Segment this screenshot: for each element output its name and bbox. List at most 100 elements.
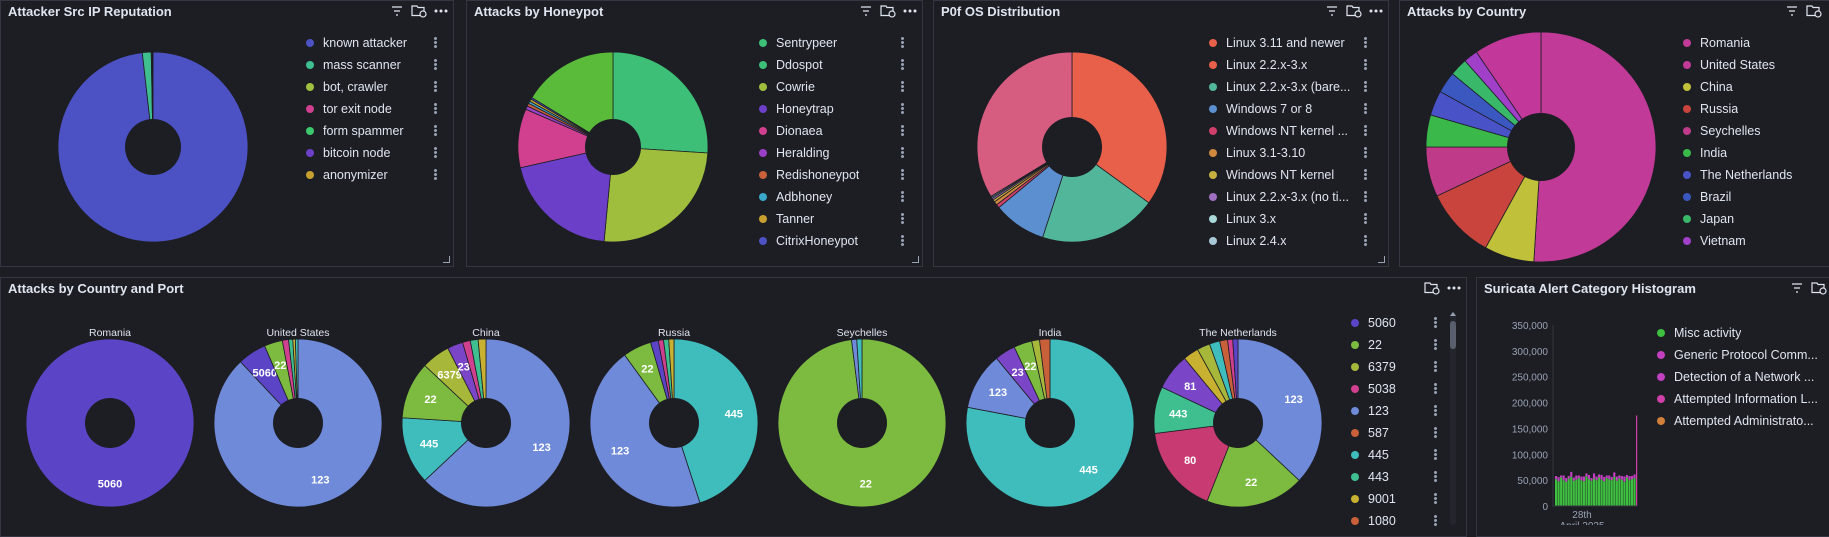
legend-item[interactable]: Attempted Information L... <box>1657 388 1827 410</box>
legend-item-options-icon[interactable] <box>1364 59 1368 71</box>
legend-item-options-icon[interactable] <box>901 81 905 93</box>
legend-item[interactable]: tor exit node <box>306 98 442 120</box>
legend-scroll-thumb[interactable] <box>1450 321 1456 349</box>
legend-item[interactable]: Windows 7 or 8 <box>1209 98 1372 120</box>
legend-item[interactable]: Linux 3.x <box>1209 208 1372 230</box>
legend-item-options-icon[interactable] <box>434 147 438 159</box>
legend-item[interactable]: Tanner <box>759 208 909 230</box>
legend-item-options-icon[interactable] <box>1364 125 1368 137</box>
legend-item-options-icon[interactable] <box>901 147 905 159</box>
legend-item[interactable]: Dionaea <box>759 120 909 142</box>
legend-item-options-icon[interactable] <box>1434 515 1438 527</box>
legend-item-options-icon[interactable] <box>1364 147 1368 159</box>
legend-item-options-icon[interactable] <box>1364 103 1368 115</box>
legend-item[interactable]: Sentrypeer <box>759 32 909 54</box>
legend-item[interactable]: Attempted Administrato... <box>1657 410 1827 432</box>
legend-item[interactable]: Ddospot <box>759 54 909 76</box>
legend-item-options-icon[interactable] <box>434 169 438 181</box>
legend-label: Japan <box>1700 208 1734 230</box>
legend-item[interactable]: 5038 <box>1351 378 1442 400</box>
legend-item[interactable]: form spammer <box>306 120 442 142</box>
legend-item[interactable]: Romania <box>1683 32 1823 54</box>
legend-item-options-icon[interactable] <box>1434 405 1438 417</box>
legend-item[interactable]: China <box>1683 76 1823 98</box>
legend-item-options-icon[interactable] <box>434 103 438 115</box>
legend-item[interactable]: Cowrie <box>759 76 909 98</box>
legend-item[interactable]: Japan <box>1683 208 1823 230</box>
legend-item[interactable]: United States <box>1683 54 1823 76</box>
legend-item[interactable]: Linux 3.1-3.10 <box>1209 142 1372 164</box>
legend-label: anonymizer <box>323 164 388 186</box>
inspect-icon[interactable] <box>1424 280 1440 296</box>
legend-item-options-icon[interactable] <box>434 37 438 49</box>
legend-item-options-icon[interactable] <box>1434 449 1438 461</box>
legend-item[interactable]: 5060 <box>1351 312 1442 334</box>
legend-item[interactable]: Honeytrap <box>759 98 909 120</box>
resize-handle[interactable] <box>912 256 919 263</box>
resize-handle[interactable] <box>1378 256 1385 263</box>
legend-item-options-icon[interactable] <box>901 103 905 115</box>
legend-item[interactable]: 9001 <box>1351 488 1442 510</box>
filter-icon[interactable] <box>1789 280 1805 296</box>
legend-item[interactable]: CitrixHoneypot <box>759 230 909 252</box>
legend-item[interactable]: Linux 2.2.x-3.x (bare... <box>1209 76 1372 98</box>
legend-item[interactable]: Russia <box>1683 98 1823 120</box>
legend-item-options-icon[interactable] <box>901 59 905 71</box>
legend-item-options-icon[interactable] <box>1364 81 1368 93</box>
legend-item[interactable]: 445 <box>1351 444 1442 466</box>
legend-item[interactable]: bot, crawler <box>306 76 442 98</box>
legend-item[interactable]: Detection of a Network ... <box>1657 366 1827 388</box>
legend-item-options-icon[interactable] <box>1364 235 1368 247</box>
scroll-up-icon[interactable] <box>1450 312 1456 316</box>
legend-item[interactable]: mass scanner <box>306 54 442 76</box>
legend-item[interactable]: Linux 2.2.x-3.x (no ti... <box>1209 186 1372 208</box>
legend-item[interactable]: Heralding <box>759 142 909 164</box>
legend-item-options-icon[interactable] <box>1364 169 1368 181</box>
legend-item-options-icon[interactable] <box>901 213 905 225</box>
legend-item[interactable]: Generic Protocol Comm... <box>1657 344 1827 366</box>
legend-item[interactable]: anonymizer <box>306 164 442 186</box>
legend-item[interactable]: 443 <box>1351 466 1442 488</box>
legend-item[interactable]: 6379 <box>1351 356 1442 378</box>
legend-item[interactable]: Windows NT kernel ... <box>1209 120 1372 142</box>
legend-item[interactable]: 1080 <box>1351 510 1442 532</box>
legend-item-options-icon[interactable] <box>434 59 438 71</box>
legend-item-options-icon[interactable] <box>434 125 438 137</box>
legend-item[interactable]: Linux 2.2.x-3.x <box>1209 54 1372 76</box>
legend-item[interactable]: 123 <box>1351 400 1442 422</box>
legend-item-options-icon[interactable] <box>1434 427 1438 439</box>
legend-item-options-icon[interactable] <box>901 125 905 137</box>
legend-item[interactable]: Redishoneypot <box>759 164 909 186</box>
legend-item-options-icon[interactable] <box>901 191 905 203</box>
legend-item[interactable]: Brazil <box>1683 186 1823 208</box>
legend-item[interactable]: bitcoin node <box>306 142 442 164</box>
legend-item[interactable]: Linux 3.11 and newer <box>1209 32 1372 54</box>
legend-item-options-icon[interactable] <box>1364 191 1368 203</box>
legend-item-options-icon[interactable] <box>434 81 438 93</box>
legend-item[interactable]: The Netherlands <box>1683 164 1823 186</box>
legend-item-options-icon[interactable] <box>901 37 905 49</box>
legend-item-options-icon[interactable] <box>1434 317 1438 329</box>
resize-handle[interactable] <box>443 256 450 263</box>
inspect-icon[interactable] <box>1811 280 1827 296</box>
legend-item[interactable]: India <box>1683 142 1823 164</box>
legend-item-options-icon[interactable] <box>1434 383 1438 395</box>
legend-item-options-icon[interactable] <box>1434 471 1438 483</box>
legend-item[interactable]: Linux 2.4.x <box>1209 230 1372 252</box>
legend-item[interactable]: Misc activity <box>1657 322 1827 344</box>
legend-item-options-icon[interactable] <box>1364 213 1368 225</box>
legend-item[interactable]: Vietnam <box>1683 230 1823 252</box>
legend-item[interactable]: Adbhoney <box>759 186 909 208</box>
legend-item-options-icon[interactable] <box>901 169 905 181</box>
legend-item[interactable]: Seychelles <box>1683 120 1823 142</box>
legend-item[interactable]: Windows NT kernel <box>1209 164 1372 186</box>
options-icon[interactable] <box>1446 280 1462 296</box>
legend-item[interactable]: 587 <box>1351 422 1442 444</box>
legend-item-options-icon[interactable] <box>1364 37 1368 49</box>
legend-item-options-icon[interactable] <box>901 235 905 247</box>
legend-item-options-icon[interactable] <box>1434 361 1438 373</box>
legend-item-options-icon[interactable] <box>1434 339 1438 351</box>
legend-item[interactable]: 22 <box>1351 334 1442 356</box>
legend-item[interactable]: known attacker <box>306 32 442 54</box>
legend-item-options-icon[interactable] <box>1434 493 1438 505</box>
